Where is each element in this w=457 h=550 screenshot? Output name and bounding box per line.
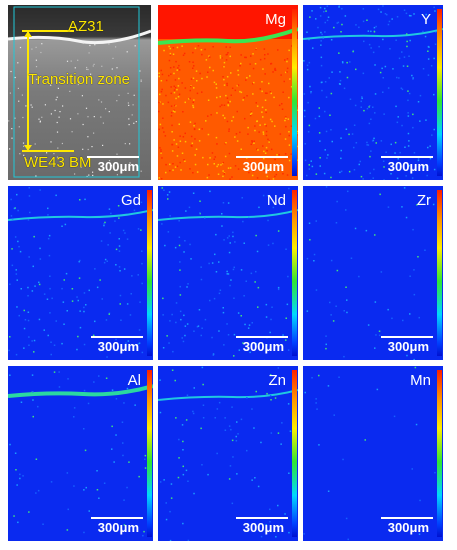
map-mn: Mn 300μm — [303, 366, 443, 541]
scale-bar-label: 300μm — [242, 339, 284, 354]
map-gd: Gd 300μm — [8, 186, 153, 360]
scale-bar-label: 300μm — [387, 520, 429, 535]
scale-bar-line — [236, 156, 288, 158]
element-label: Gd — [120, 192, 141, 209]
element-map — [158, 5, 298, 180]
scale-bar-label: 300μm — [97, 339, 139, 354]
colorbar — [437, 9, 442, 176]
element-label: Mn — [410, 372, 431, 389]
element-map — [158, 186, 298, 360]
scale-bar-label: 300μm — [387, 159, 429, 174]
scale-bar-line — [381, 517, 433, 519]
element-map — [8, 186, 153, 360]
we43-bm-label: WE43 BM — [24, 154, 92, 171]
element-map — [158, 366, 298, 541]
element-label: Nd — [266, 192, 286, 209]
element-label: Zr — [416, 192, 431, 209]
transition-zone-label: Transition zone — [28, 71, 130, 88]
sem-image — [8, 5, 151, 180]
scale-bar-line — [91, 336, 143, 338]
scale-bar-label: 300μm — [242, 159, 284, 174]
map-y: Y 300μm — [303, 5, 443, 180]
element-map — [303, 5, 443, 180]
map-al: Al 300μm — [8, 366, 153, 541]
map-zn: Zn 300μm — [158, 366, 298, 541]
element-label: Zn — [268, 372, 286, 389]
colorbar — [437, 370, 442, 537]
scale-bar-line — [381, 336, 433, 338]
element-label: Mg — [265, 11, 286, 28]
scale-bar-label: 300μm — [387, 339, 429, 354]
element-map — [8, 366, 153, 541]
map-nd: Nd 300μm — [158, 186, 298, 360]
sem-image-panel: AZ31 Transition zone WE43 BM 300μm — [8, 5, 151, 180]
colorbar — [292, 190, 297, 356]
colorbar — [147, 370, 152, 537]
scale-bar-label: 300μm — [97, 159, 139, 174]
scale-bar-line — [236, 517, 288, 519]
element-map — [303, 366, 443, 541]
scale-bar-line — [236, 336, 288, 338]
map-zr: Zr 300μm — [303, 186, 443, 360]
scale-bar-label: 300μm — [97, 520, 139, 535]
az31-label: AZ31 — [68, 18, 104, 35]
element-label: Y — [420, 11, 431, 28]
colorbar — [292, 370, 297, 537]
scale-bar-label: 300μm — [242, 520, 284, 535]
scale-bar-line — [381, 156, 433, 158]
colorbar — [292, 9, 297, 176]
scale-bar-line — [87, 156, 139, 158]
element-map — [303, 186, 443, 360]
colorbar — [147, 190, 152, 356]
scale-bar-line — [91, 517, 143, 519]
colorbar — [437, 190, 442, 356]
map-mg: Mg 300μm — [158, 5, 298, 180]
element-label: Al — [127, 372, 141, 389]
